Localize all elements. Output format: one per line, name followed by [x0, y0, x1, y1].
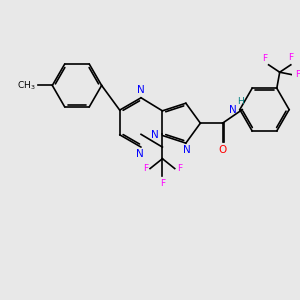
Text: N: N — [229, 105, 237, 115]
Text: N: N — [151, 130, 159, 140]
Text: F: F — [160, 179, 165, 188]
Text: F: F — [142, 164, 148, 173]
Text: F: F — [288, 53, 293, 62]
Text: F: F — [177, 164, 182, 173]
Text: F: F — [295, 70, 300, 79]
Text: N: N — [136, 149, 143, 159]
Text: N: N — [183, 146, 191, 155]
Text: N: N — [137, 85, 145, 95]
Text: H: H — [238, 97, 244, 106]
Text: CH$_3$: CH$_3$ — [17, 79, 36, 92]
Text: F: F — [262, 54, 267, 63]
Text: O: O — [218, 145, 227, 154]
